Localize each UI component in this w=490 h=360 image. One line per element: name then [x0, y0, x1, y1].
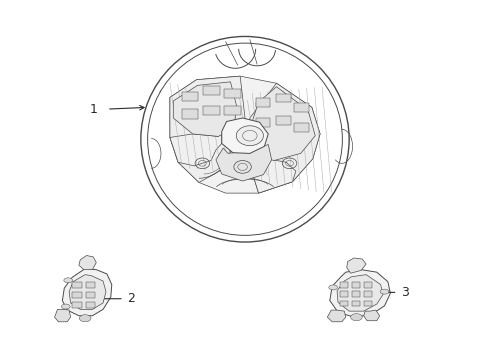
Ellipse shape: [351, 314, 362, 321]
Bar: [364, 301, 372, 306]
Bar: [224, 89, 241, 98]
Text: 3: 3: [401, 286, 409, 299]
Ellipse shape: [147, 43, 343, 235]
Ellipse shape: [61, 304, 70, 309]
Bar: [352, 291, 360, 297]
Polygon shape: [170, 76, 245, 183]
Bar: [86, 302, 96, 308]
Bar: [294, 123, 309, 132]
Bar: [86, 282, 96, 288]
Ellipse shape: [64, 278, 73, 283]
Ellipse shape: [236, 126, 264, 145]
Bar: [72, 302, 82, 308]
Text: 2: 2: [127, 292, 135, 305]
Bar: [72, 282, 82, 288]
Polygon shape: [330, 270, 391, 317]
Bar: [340, 301, 348, 306]
Ellipse shape: [79, 315, 91, 322]
Bar: [352, 301, 360, 306]
Polygon shape: [251, 87, 315, 161]
Polygon shape: [79, 256, 96, 270]
Polygon shape: [247, 145, 296, 193]
Bar: [340, 282, 348, 288]
Polygon shape: [173, 82, 236, 136]
Bar: [203, 86, 220, 95]
Polygon shape: [337, 275, 383, 311]
Bar: [352, 282, 360, 288]
Bar: [203, 106, 220, 115]
Polygon shape: [160, 70, 330, 199]
Bar: [364, 291, 372, 297]
Bar: [256, 98, 270, 107]
Polygon shape: [222, 118, 268, 153]
Bar: [276, 116, 291, 125]
Polygon shape: [347, 258, 366, 273]
Polygon shape: [170, 76, 320, 193]
Text: 1: 1: [89, 103, 97, 116]
Bar: [86, 292, 96, 298]
Polygon shape: [62, 269, 112, 316]
Polygon shape: [327, 310, 346, 322]
Ellipse shape: [380, 289, 389, 294]
Bar: [364, 282, 372, 288]
Polygon shape: [247, 83, 320, 193]
Bar: [182, 109, 198, 119]
Bar: [224, 106, 241, 115]
Polygon shape: [170, 122, 226, 166]
Polygon shape: [54, 309, 71, 322]
Polygon shape: [69, 275, 106, 309]
Ellipse shape: [329, 285, 338, 290]
Bar: [256, 118, 270, 127]
Polygon shape: [364, 310, 380, 321]
Bar: [294, 103, 309, 112]
Bar: [72, 292, 82, 298]
Bar: [276, 94, 291, 102]
Polygon shape: [216, 145, 271, 181]
Bar: [182, 92, 198, 101]
Bar: [340, 291, 348, 297]
